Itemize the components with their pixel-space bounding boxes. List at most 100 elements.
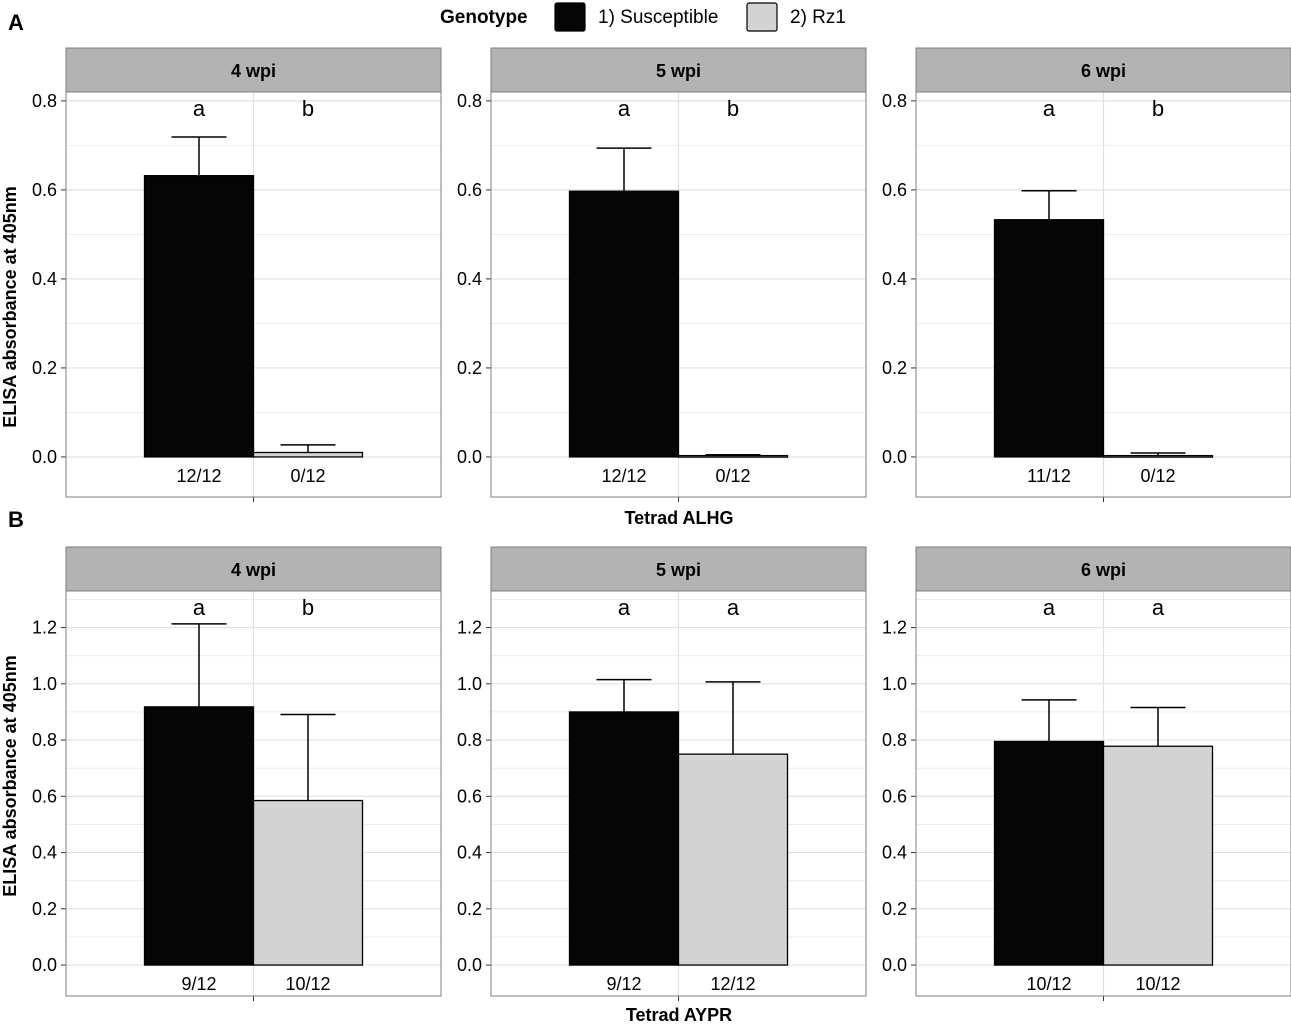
legend-swatch-rz1 — [746, 2, 778, 32]
facet-b-3-y-tick-label: 0.0 — [882, 955, 907, 975]
facet-a-3-strip — [915, 47, 1291, 93]
facet-b-3-y-tick-label: 1.2 — [882, 618, 907, 638]
facet-a-3-sig-letter-rz1: b — [1152, 96, 1164, 121]
y-axis-title-b: ELISA absorbance at 405nm — [0, 655, 20, 896]
facet-a-2-sig-letter-rz1: b — [727, 96, 739, 121]
facet-panels: 4 wpi 0.0 0.2 0.4 0.6 0.8 a 12/12 b 0/12 5 wpi 0.0 0… — [32, 47, 1291, 1001]
facet-a-1-sig-letter-rz1: b — [302, 96, 314, 121]
facet-a-1-bar-rz1 — [252, 451, 364, 458]
facet-b-3-sig-letter-susceptible: a — [1043, 595, 1056, 620]
facet-a-2-count-susceptible: 12/12 — [601, 466, 646, 486]
legend-label-susceptible: 1) Susceptible — [598, 7, 718, 28]
facet-b-2-count-susceptible: 9/12 — [606, 974, 641, 994]
facet-b-2: 5 wpi 0.0 0.2 0.4 0.6 0.8 1.0 1.2 a 9/12 a 12/12 — [457, 546, 867, 1001]
legend: Genotype 1) Susceptible 2) Rz1 — [440, 2, 846, 32]
facet-b-2-bar-susceptible — [568, 711, 680, 966]
facet-a-3-count-rz1: 0/12 — [1140, 466, 1175, 486]
facet-a-3-sig-letter-susceptible: a — [1043, 96, 1056, 121]
facet-b-1-y-tick-label: 1.0 — [32, 674, 57, 694]
facet-a-2-count-rz1: 0/12 — [715, 466, 750, 486]
facet-b-3-y-tick-label: 0.6 — [882, 786, 907, 806]
facet-a-3-y-tick-label: 0.0 — [882, 447, 907, 467]
facet-b-3-count-rz1: 10/12 — [1135, 974, 1180, 994]
facet-b-1-strip — [65, 546, 442, 592]
facet-a-1-y-tick-label: 0.2 — [32, 358, 57, 378]
facet-b-2-panel-border — [490, 590, 867, 997]
facet-a-1-bar-susceptible — [143, 175, 255, 458]
facet-b-2-count-rz1: 12/12 — [710, 974, 755, 994]
facet-b-3: 6 wpi 0.0 0.2 0.4 0.6 0.8 1.0 1.2 a 10/12 a 10/12 — [882, 546, 1291, 1001]
facet-a-3-y-tick-label: 0.8 — [882, 91, 907, 111]
facet-b-1-sig-letter-rz1: b — [302, 595, 314, 620]
facet-b-2-y-tick-label: 0.8 — [457, 730, 482, 750]
facet-b-3-strip — [915, 546, 1291, 592]
facet-b-1-sig-letter-susceptible: a — [193, 595, 206, 620]
facet-a-2-bar-susceptible — [568, 190, 680, 458]
facet-a-1-panel-border — [65, 91, 442, 498]
facet-b-1-panel-border — [65, 590, 442, 997]
facet-b-2-y-tick-label: 0.4 — [457, 843, 482, 863]
facet-b-3-sig-letter-rz1: a — [1152, 595, 1165, 620]
facet-a-2-bar-rz1 — [677, 454, 789, 458]
facet-b-3-panel-border — [915, 590, 1291, 997]
facet-b-3-bar-susceptible — [993, 740, 1105, 966]
facet-b-2-strip — [490, 546, 867, 592]
facet-a-3-y-tick-label: 0.6 — [882, 180, 907, 200]
facet-b-1-strip-label: 4 wpi — [231, 560, 276, 580]
facet-a-1-count-susceptible: 12/12 — [176, 466, 221, 486]
panel-letter-a: A — [8, 10, 24, 35]
facet-a-2-sig-letter-susceptible: a — [618, 96, 631, 121]
facet-b-2-y-tick-label: 0.0 — [457, 955, 482, 975]
facet-a-3: 6 wpi 0.0 0.2 0.4 0.6 0.8 a 11/12 b 0/12 — [882, 47, 1291, 502]
facet-b-3-count-susceptible: 10/12 — [1026, 974, 1071, 994]
facet-b-1-count-rz1: 10/12 — [285, 974, 330, 994]
facet-a-1-count-rz1: 0/12 — [290, 466, 325, 486]
facet-b-1: 4 wpi 0.0 0.2 0.4 0.6 0.8 1.0 1.2 a 9/12 b 10/12 — [32, 546, 442, 1001]
facet-a-1-sig-letter-susceptible: a — [193, 96, 206, 121]
facet-b-3-y-tick-label: 0.4 — [882, 843, 907, 863]
facet-a-3-bar-rz1 — [1102, 454, 1214, 458]
legend-swatch-susceptible — [554, 2, 586, 32]
facet-b-2-strip-label: 5 wpi — [656, 560, 701, 580]
facet-a-3-strip-label: 6 wpi — [1081, 61, 1126, 81]
facet-b-1-y-tick-label: 0.2 — [32, 899, 57, 919]
facet-a-1-y-tick-label: 0.4 — [32, 269, 57, 289]
facet-b-1-y-tick-label: 1.2 — [32, 618, 57, 638]
facet-b-3-strip-label: 6 wpi — [1081, 560, 1126, 580]
facet-a-2-y-tick-label: 0.6 — [457, 180, 482, 200]
facet-b-1-bar-rz1 — [252, 799, 364, 966]
facet-b-1-y-tick-label: 0.8 — [32, 730, 57, 750]
facet-a-2-y-tick-label: 0.2 — [457, 358, 482, 378]
facet-b-2-y-tick-label: 1.0 — [457, 674, 482, 694]
legend-title: Genotype — [440, 7, 528, 28]
facet-b-1-y-tick-label: 0.0 — [32, 955, 57, 975]
facet-b-3-y-tick-label: 0.2 — [882, 899, 907, 919]
facet-a-2-panel-border — [490, 91, 867, 498]
facet-a-3-count-susceptible: 11/12 — [1027, 466, 1071, 486]
facet-a-3-bar-susceptible — [993, 219, 1105, 458]
facet-b-1-y-tick-label: 0.6 — [32, 786, 57, 806]
facet-b-1-bar-susceptible — [143, 706, 255, 966]
facet-b-2-sig-letter-susceptible: a — [618, 595, 631, 620]
facet-b-2-bar-rz1 — [677, 753, 789, 966]
facet-a-2-strip — [490, 47, 867, 93]
facet-b-3-bar-rz1 — [1102, 745, 1214, 966]
facet-b-2-y-tick-label: 0.6 — [457, 786, 482, 806]
facet-a-1-y-tick-label: 0.0 — [32, 447, 57, 467]
facet-b-2-sig-letter-rz1: a — [727, 595, 740, 620]
facet-b-3-y-tick-label: 0.8 — [882, 730, 907, 750]
facet-a-1: 4 wpi 0.0 0.2 0.4 0.6 0.8 a 12/12 b 0/12 — [32, 47, 442, 502]
facet-b-1-y-tick-label: 0.4 — [32, 843, 57, 863]
facet-a-1-y-tick-label: 0.6 — [32, 180, 57, 200]
facet-a-3-y-tick-label: 0.2 — [882, 358, 907, 378]
facet-a-2-strip-label: 5 wpi — [656, 61, 701, 81]
facet-a-2-y-tick-label: 0.0 — [457, 447, 482, 467]
facet-b-3-y-tick-label: 1.0 — [882, 674, 907, 694]
legend-label-rz1: 2) Rz1 — [790, 7, 846, 28]
x-axis-title-b: Tetrad AYPR — [626, 1005, 732, 1024]
facet-a-1-y-tick-label: 0.8 — [32, 91, 57, 111]
facet-a-1-strip — [65, 47, 442, 93]
facet-a-3-y-tick-label: 0.4 — [882, 269, 907, 289]
facet-b-1-count-susceptible: 9/12 — [181, 974, 216, 994]
